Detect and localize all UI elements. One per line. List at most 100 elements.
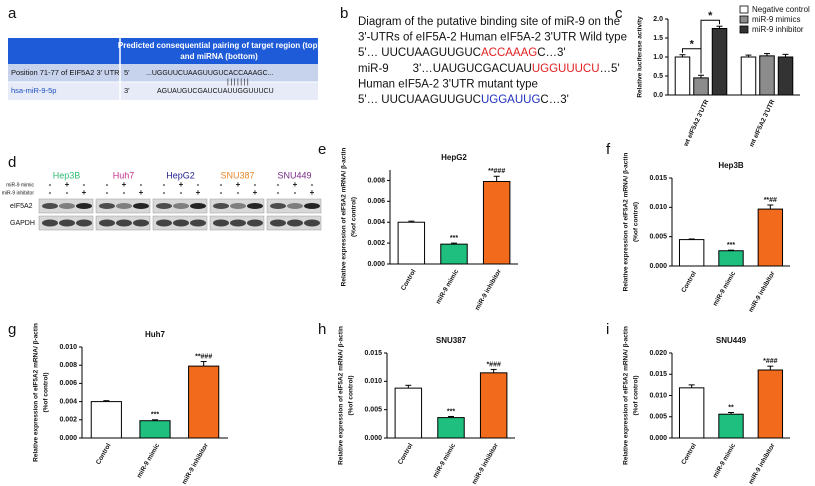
table-cell: ...UGGUUCUAAGUUGUCACCAAAGC... [146, 70, 274, 77]
blot-band [156, 203, 172, 209]
panel-letter: a [8, 5, 17, 22]
significance: *** [727, 242, 735, 249]
bar [711, 28, 728, 96]
sign: - [49, 180, 52, 189]
blot-band [173, 219, 189, 227]
diagram-line: 5'… UUCUAAGUUGUCUGGAUUGC…3' [358, 94, 569, 106]
y-axis-label: Relative expression of eIF5A2 mRNA/ β-ac… [338, 326, 345, 465]
sign: - [254, 180, 257, 189]
x-tick-label: miR-9 mimic [712, 270, 738, 307]
x-tick-label: miR-9 mimic [435, 268, 461, 305]
blot-band [304, 203, 320, 209]
sign: - [66, 188, 69, 197]
bar [188, 365, 220, 439]
bar [693, 77, 709, 96]
x-tick-label: miR-9 inhibitor [474, 268, 503, 312]
blot-band [213, 203, 229, 209]
y-axis-label: (%of control) [43, 372, 50, 412]
diagram-line: miR-9 3'…UAUGUCGACUAUUGGUUUCU…5' [358, 63, 620, 75]
sign: - [311, 180, 314, 189]
y-tick-label: 0.010 [649, 204, 667, 211]
diagram-segment: ACCAAAG [481, 47, 537, 59]
sign: - [106, 188, 109, 197]
blot-band [270, 203, 286, 209]
y-tick-label: 0.010 [59, 344, 77, 351]
x-tick-label: miR-9 inhibitor [748, 270, 777, 314]
diagram-segment: …5' [600, 63, 620, 75]
sign: - [163, 180, 166, 189]
y-tick-label: 0.015 [649, 371, 667, 378]
cell-line-label: SNU387 [220, 170, 254, 180]
y-axis-label: (%of control) [633, 202, 640, 242]
panel-letter: i [606, 321, 609, 338]
diagram-segment: Diagram of the putative binding site of … [358, 16, 620, 28]
x-tick-label: miR-9 mimic [136, 442, 162, 479]
panel-letter: h [318, 321, 326, 338]
x-tick-label: miR-9 inhibitor [181, 442, 210, 486]
chart-title: SNU387 [436, 336, 467, 345]
x-tick-label: wt eIF5A2 3'UTR [682, 98, 710, 148]
diagram-segment: 5'… UUCUAAGUUGUC [358, 47, 481, 59]
significance: * [708, 10, 713, 22]
sign: - [294, 188, 297, 197]
significance: *### [763, 358, 778, 365]
y-tick-label: 2.0 [653, 16, 663, 23]
treatment-label: miR-9 inhibitor [2, 190, 35, 196]
x-tick-label: Control [680, 270, 698, 294]
bar [674, 56, 691, 96]
blot-band [230, 203, 246, 209]
chart-title: HepG2 [441, 153, 467, 162]
blot-band [156, 219, 172, 227]
sign: - [83, 180, 86, 189]
blot-band [304, 219, 320, 227]
table-cell: AGUAUGUCGAUCUAUUGGUUUCU [157, 88, 274, 95]
panel-letter: c [615, 5, 623, 22]
y-tick-label: 0.005 [649, 414, 667, 421]
sign: - [277, 180, 280, 189]
bar [440, 243, 468, 265]
bar [678, 239, 705, 267]
sign: - [277, 188, 280, 197]
y-tick-label: 0.5 [653, 73, 663, 80]
sign: + [236, 180, 241, 189]
legend-label: miR-9 inhibitor [752, 25, 804, 34]
sign: - [49, 188, 52, 197]
blot-strip [152, 198, 208, 214]
significance: **## [764, 197, 777, 204]
y-axis-label: Relative expression of eIF5A2 mRNA/ β-ac… [341, 148, 348, 287]
y-tick-label: 0.000 [59, 435, 77, 442]
legend-swatch [739, 5, 749, 14]
sign: - [197, 180, 200, 189]
table-cell: hsa-miR-9-5p [11, 86, 56, 95]
significance: **### [488, 168, 505, 175]
diagram-segment: 3'…UAUGUCGACUAU [413, 63, 532, 75]
chart-title: SNU449 [716, 336, 747, 345]
band-label: eIF5A2 [10, 203, 33, 210]
x-tick-label: Control [400, 268, 418, 292]
table-header: Predicted consequential pairing of targe… [118, 41, 321, 50]
diagram-segment: UGGUUUCU [532, 63, 600, 75]
significance: * [690, 39, 695, 51]
blot-band [247, 203, 263, 209]
x-tick-label: miR-9 inhibitor [471, 442, 500, 486]
blot-band [42, 219, 58, 227]
bar [678, 387, 705, 439]
y-axis-label: Relative expression of eIF5A2 mRNA/ β-ac… [623, 326, 630, 465]
bar [759, 55, 775, 96]
blot-band [42, 203, 58, 209]
bar [479, 372, 508, 439]
legend-label: miR-9 mimics [752, 15, 800, 24]
blot-strip [266, 198, 322, 214]
blot-strip [95, 198, 151, 214]
sign: + [139, 188, 144, 197]
y-axis-label: (%of control) [351, 197, 358, 237]
blot-band [247, 219, 263, 227]
y-tick-label: 1.0 [653, 54, 663, 61]
blot-strip [38, 198, 94, 214]
y-tick-label: 0.008 [59, 362, 77, 369]
y-tick-label: 0.010 [364, 378, 382, 385]
bar [482, 180, 511, 265]
y-tick-label: 0.002 [367, 240, 385, 247]
bar [437, 417, 465, 439]
bar [718, 250, 744, 267]
